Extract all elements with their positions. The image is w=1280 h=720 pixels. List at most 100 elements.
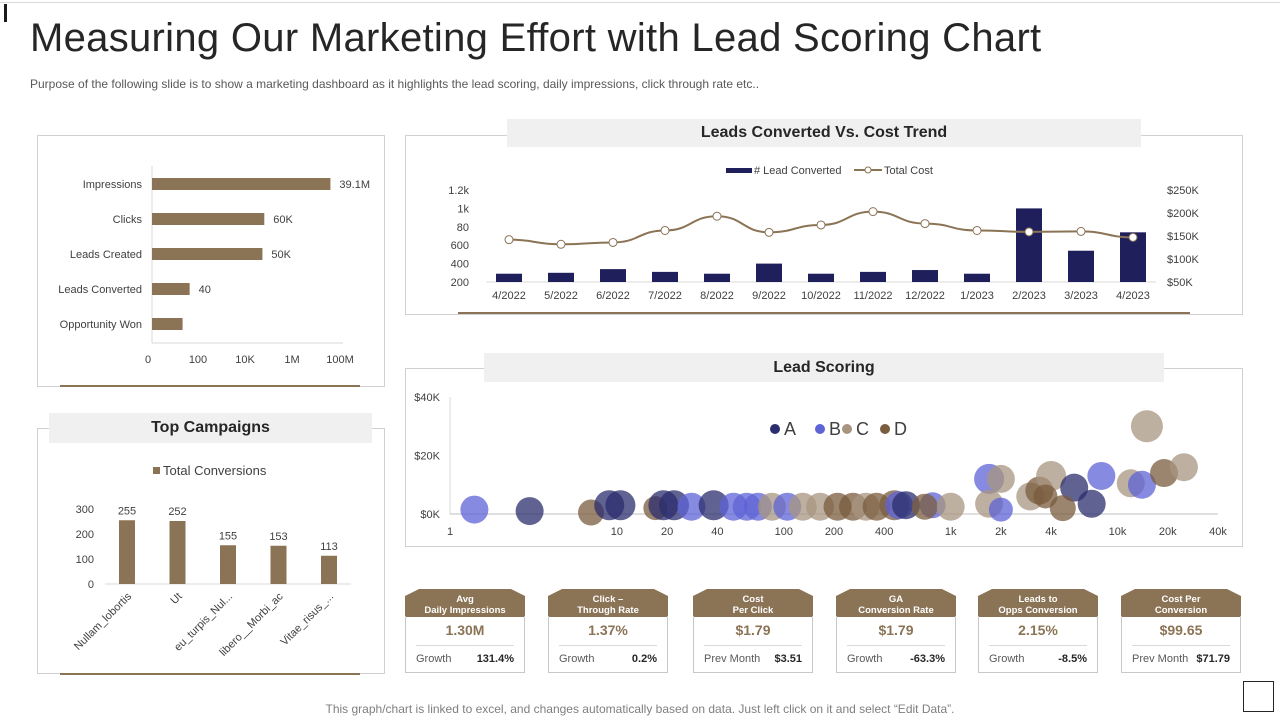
kpi-card[interactable]: Leads to Opps Conversion 2.15% Growth -8.5% [978,589,1098,673]
kpi-title-line2: Conversion Rate [858,605,934,616]
campaign-value-label: 113 [320,541,338,553]
campaign-category-label: Nullam_lobortis [72,590,134,652]
funnel-category-label: Impressions [83,179,143,191]
cost-point [1024,227,1034,237]
trend-right-tick: $100K [1167,254,1199,266]
funnel-bar [152,178,331,190]
kpi-tab-shape [405,589,525,617]
scatter-legend-marker [880,424,890,434]
funnel-x-tick: 100M [326,354,354,366]
campaign-bar [169,521,186,584]
campaigns-legend-label: Total Conversions [163,463,267,478]
kpi-title-line2: Per Click [732,605,774,616]
cost-point [608,237,618,247]
trend-left-tick: 400 [451,259,469,271]
funnel-x-tick: 1M [284,354,299,366]
trend-bar [1068,250,1094,282]
scatter-bubble [911,493,938,520]
campaigns-y-tick: 100 [76,554,94,566]
trend-accent [458,312,1190,314]
trend-panel[interactable]: # Lead Converted Total Cost 200 400 600 80 1k 1… [405,135,1243,315]
legend-swatch-leads [726,168,752,173]
kpi-compare-value: $71.79 [1196,653,1230,665]
kpi-body: 1.30M Growth 131.4% [405,616,525,673]
trend-left-tick: 1.2k [448,185,469,197]
trend-x-tick: 1/2023 [960,290,994,302]
kpi-tab-shape [836,589,956,617]
scatter-x-tick: 4k [1045,526,1057,538]
cost-point [920,219,930,229]
scatter-x-tick: 10k [1109,526,1127,538]
trend-x-tick: 3/2023 [1064,290,1098,302]
kpi-card[interactable]: Cost Per Conversion $99.65 Prev Month $71.79 [1121,589,1241,673]
campaigns-accent [60,673,360,675]
funnel-category-label: Clicks [113,214,143,226]
scatter-y-tick: $0K [420,509,440,521]
kpi-divider [847,645,945,646]
kpi-divider [559,645,657,646]
corner-box[interactable] [1243,681,1274,712]
funnel-chart[interactable]: Impressions 39.1M Clicks 60K Leads Created 50… [38,136,384,386]
cost-point [972,225,982,235]
trend-x-tick: 6/2022 [596,290,630,302]
scatter-bubble [1077,489,1106,518]
funnel-bar [152,248,263,260]
trend-right-tick: $50K [1167,277,1193,289]
kpi-compare-label: Growth [847,653,883,665]
kpi-title-line2: Daily Impressions [424,605,506,616]
cost-point [868,207,878,217]
funnel-panel[interactable]: Impressions 39.1M Clicks 60K Leads Created 50… [37,135,385,387]
lead-scoring-panel[interactable]: $0K $20K $40K 1 10 20 40 100 200 400 1k 2k 4k 10k 20k 4… [405,368,1243,547]
kpi-title: Leads to Opps Conversion [978,594,1098,616]
funnel-bar [152,318,183,330]
kpi-tab-shape [548,589,668,617]
trend-chart[interactable]: # Lead Converted Total Cost 200 400 600 80 1k 1… [406,136,1242,314]
trend-x-tick: 4/2023 [1116,290,1150,302]
campaigns-y-tick: 0 [88,579,94,591]
kpi-card[interactable]: Avg Daily Impressions 1.30M Growth 131.4% [405,589,525,673]
funnel-bar [152,213,265,225]
scatter-y-tick: $40K [414,392,440,404]
kpi-tab: Avg Daily Impressions [405,589,525,617]
trend-x-tick: 11/2022 [854,290,893,302]
scatter-bubble [1087,461,1116,490]
scatter-legend-marker [815,424,825,434]
scatter-bubble [460,495,489,524]
kpi-compare-value: 131.4% [476,653,514,665]
scatter-x-tick: 2k [995,526,1007,538]
kpi-compare-label: Prev Month [1132,653,1189,665]
trend-x-tick: 2/2023 [1012,290,1046,302]
funnel-x-tick: 0 [145,354,151,366]
cost-point [1128,232,1138,242]
scatter-bubble [1036,460,1067,491]
kpi-tab: Click – Through Rate [548,589,668,617]
kpi-value: 2.15% [1018,622,1058,638]
kpi-compare-value: 0.2% [631,653,657,665]
kpi-body: $1.79 Growth -63.3% [836,616,956,673]
scatter-x-tick: 1 [447,526,453,538]
cost-point [504,235,514,245]
trend-left-tick: 80 [457,222,469,234]
kpi-tab: Leads to Opps Conversion [978,589,1098,617]
kpi-card[interactable]: Click – Through Rate 1.37% Growth 0.2% [548,589,668,673]
kpi-title-line1: Cost [742,594,764,605]
lead-scoring-chart[interactable]: $0K $20K $40K 1 10 20 40 100 200 400 1k 2k 4k 10k 20k 4… [406,369,1242,546]
kpi-title: Cost Per Conversion [1121,594,1241,616]
trend-x-tick: 9/2022 [752,290,786,302]
trend-bar [860,271,886,282]
campaigns-legend-swatch [153,467,160,474]
kpi-title: GA Conversion Rate [836,594,956,616]
kpi-card[interactable]: GA Conversion Rate $1.79 Growth -63.3% [836,589,956,673]
campaign-category-label: Vitae_risus_... [278,591,336,649]
trend-right-tick: $250K [1167,185,1199,197]
campaigns-panel[interactable]: Total Conversions 0 100 200 300 255 Nullam_lob… [37,428,385,674]
campaigns-chart[interactable]: Total Conversions 0 100 200 300 255 Nullam_lob… [38,429,384,673]
trend-bar [912,270,938,282]
kpi-card[interactable]: Cost Per Click $1.79 Prev Month $3.51 [693,589,813,673]
funnel-x-tick: 100 [189,354,207,366]
kpi-compare-value: -63.3% [910,653,945,665]
kpi-compare-label: Growth [989,653,1025,665]
kpi-title: Avg Daily Impressions [405,594,525,616]
campaign-value-label: 252 [168,506,186,518]
campaigns-title: Top Campaigns [49,413,372,443]
